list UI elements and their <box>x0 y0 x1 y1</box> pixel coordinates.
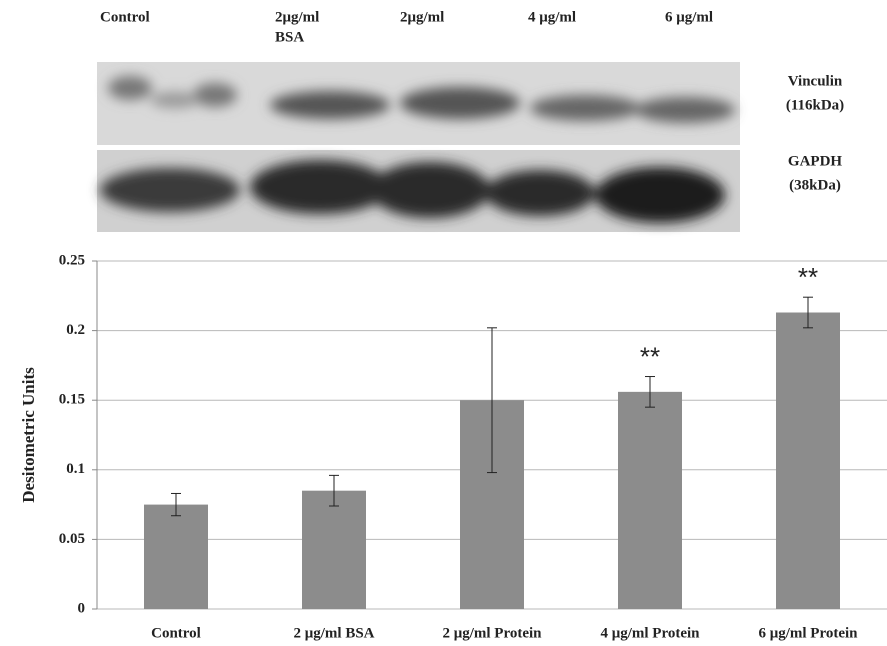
y-tick-label: 0.1 <box>66 461 85 477</box>
blot-gapdh <box>97 150 740 232</box>
lane-label: 2μg/ml <box>400 9 444 25</box>
bar <box>618 392 682 609</box>
blot-vinculin <box>97 62 740 145</box>
x-tick-label: 4 μg/ml Protein <box>600 625 700 641</box>
lane-label: Control <box>100 9 150 25</box>
page: Control 2μg/ml BSA 2μg/ml 4 μg/ml 6 μg/ml Vinc… <box>0 0 887 646</box>
marker-label: (116kDa) <box>786 97 844 113</box>
marker-label: GAPDH <box>788 153 842 169</box>
marker-label: (38kDa) <box>789 177 841 193</box>
y-tick-label: 0.25 <box>59 252 85 268</box>
y-tick-label: 0.2 <box>66 322 85 338</box>
figure: Control 2μg/ml BSA 2μg/ml 4 μg/ml 6 μg/ml Vinc… <box>0 0 887 646</box>
lane-label: 2μg/ml <box>275 9 319 25</box>
bar <box>302 491 366 609</box>
y-tick-label: 0.05 <box>59 531 85 547</box>
lane-label: BSA <box>275 29 304 45</box>
x-tick-label: 2 μg/ml BSA <box>293 625 374 641</box>
x-tick-label: 2 μg/ml Protein <box>442 625 542 641</box>
marker-label: Vinculin <box>788 73 843 89</box>
y-tick-label: 0.15 <box>59 392 85 408</box>
significance-mark: ** <box>798 262 818 292</box>
bar <box>144 505 208 609</box>
x-tick-label: 6 μg/ml Protein <box>758 625 858 641</box>
lane-label: 6 μg/ml <box>665 9 713 25</box>
y-axis-label: Desitometric Units <box>19 367 38 503</box>
lane-label: 4 μg/ml <box>528 9 576 25</box>
y-tick-label: 0 <box>78 600 86 616</box>
bar <box>776 313 840 609</box>
significance-mark: ** <box>640 341 660 371</box>
x-tick-label: Control <box>151 625 201 641</box>
